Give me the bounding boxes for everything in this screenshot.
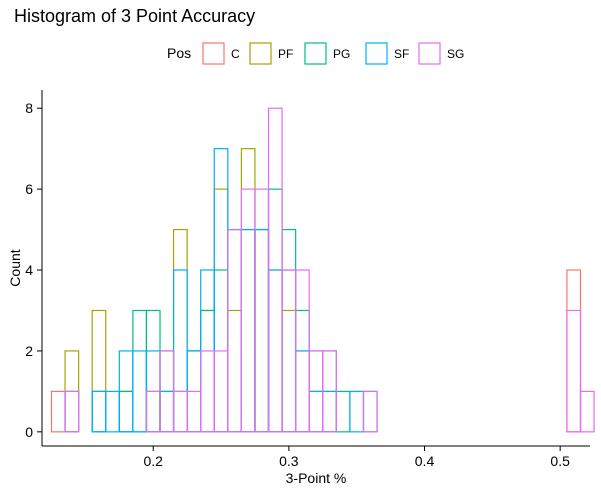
series-sg [64, 107, 595, 433]
bar-sf-8 [159, 390, 175, 433]
legend: Pos C PF PG SF SG [167, 42, 464, 65]
bar-pg-7 [145, 309, 161, 433]
legend-title: Pos [167, 45, 191, 61]
y-axis-title: Count [7, 249, 23, 286]
legend-key-pg [304, 42, 327, 65]
bar-pf-5 [118, 390, 134, 433]
bar-sf-13 [227, 228, 242, 433]
bar-pg-5 [118, 390, 134, 433]
bar-sg-13 [227, 228, 242, 433]
bar-sf-12 [213, 148, 229, 433]
bar-pf-12 [213, 188, 229, 433]
y-tick-label: 2 [25, 343, 33, 359]
legend-label-sf: SF [394, 47, 409, 61]
y-tick-label: 4 [25, 262, 33, 278]
bar-pg-18 [295, 309, 310, 433]
legend-item-c: C [202, 42, 240, 65]
bar-pf-19 [308, 390, 324, 433]
bar-pf-7 [145, 390, 161, 433]
bar-pf-18 [295, 350, 310, 433]
legend-label-sg: SG [447, 47, 464, 61]
bar-c-38 [566, 269, 582, 433]
legend-key-sf [365, 42, 388, 65]
bar-pg-15 [254, 228, 270, 433]
y-tick-label: 6 [25, 181, 33, 197]
bar-sg-9 [172, 390, 188, 433]
bar-pg-16 [267, 188, 283, 433]
bar-pf-3 [91, 309, 107, 433]
bar-pg-23 [362, 390, 378, 433]
bar-sg-11 [200, 350, 215, 433]
plot-area [50, 107, 595, 433]
bar-sf-3 [91, 390, 107, 433]
bar-pf-17 [281, 309, 297, 433]
bar-sg-1 [64, 390, 80, 433]
bar-pg-3 [91, 390, 107, 433]
bar-sf-4 [105, 390, 120, 433]
bar-sf-16 [267, 269, 283, 433]
axes: 0.2 0.3 0.4 0.5 0 2 4 6 8 [25, 90, 590, 469]
bar-sf-17 [281, 269, 297, 433]
x-tick-label: 0.4 [415, 453, 435, 469]
bar-sg-10 [186, 390, 202, 433]
bar-sf-20 [322, 390, 337, 433]
legend-label-c: C [231, 47, 240, 61]
legend-item-pg: PG [304, 42, 350, 65]
bar-sg-17 [281, 269, 297, 433]
bar-sg-15 [254, 188, 270, 433]
bar-sg-20 [322, 350, 337, 433]
bar-pg-6 [132, 309, 148, 433]
bar-sf-22 [349, 390, 365, 433]
bar-pg-13 [227, 228, 242, 433]
y-tick-label: 0 [25, 424, 33, 440]
legend-item-sf: SF [365, 42, 409, 65]
chart-title-group: Histogram of 3 Point Accuracy [14, 6, 255, 26]
legend-label-pg: PG [333, 47, 350, 61]
bar-sg-7 [145, 390, 161, 433]
legend-key-pf [249, 42, 272, 65]
chart-title: Histogram of 3 Point Accuracy [14, 6, 255, 26]
bar-sf-9 [172, 269, 188, 433]
bar-pf-8 [159, 390, 175, 433]
legend-label-pf: PF [278, 47, 293, 61]
bar-pg-14 [240, 228, 256, 433]
bar-sf-14 [240, 228, 256, 433]
x-tick-label: 0.3 [279, 453, 299, 469]
legend-key-c [202, 42, 225, 65]
x-tick-label: 0.5 [550, 453, 570, 469]
legend-key-sg [418, 42, 441, 65]
bar-sf-6 [132, 350, 148, 433]
bar-sf-19 [308, 390, 324, 433]
x-axis-title: 3-Point % [286, 470, 347, 486]
bar-pf-16 [267, 269, 283, 433]
y-tick-label: 8 [25, 100, 33, 116]
bar-sg-14 [240, 188, 256, 433]
bar-sg-23 [362, 390, 378, 433]
bar-pg-17 [281, 228, 297, 433]
x-tick-label: 0.2 [143, 453, 163, 469]
bar-pf-15 [254, 228, 270, 433]
bar-pg-9 [172, 390, 188, 433]
bar-sg-39 [579, 390, 595, 433]
bar-pf-13 [227, 309, 242, 433]
bar-pg-11 [200, 309, 215, 433]
bar-sg-38 [566, 309, 582, 433]
bar-pf-11 [200, 309, 215, 433]
bar-pf-14 [240, 148, 256, 433]
bar-sg-12 [213, 350, 229, 433]
bar-sf-1 [64, 390, 80, 433]
bar-c-0 [50, 390, 66, 433]
bar-sf-18 [295, 350, 310, 433]
bar-pf-20 [322, 390, 337, 433]
bar-pg-21 [335, 390, 351, 433]
bar-sf-15 [254, 228, 270, 433]
legend-item-sg: SG [418, 42, 464, 65]
legend-item-pf: PF [249, 42, 293, 65]
bar-pf-9 [172, 228, 188, 433]
